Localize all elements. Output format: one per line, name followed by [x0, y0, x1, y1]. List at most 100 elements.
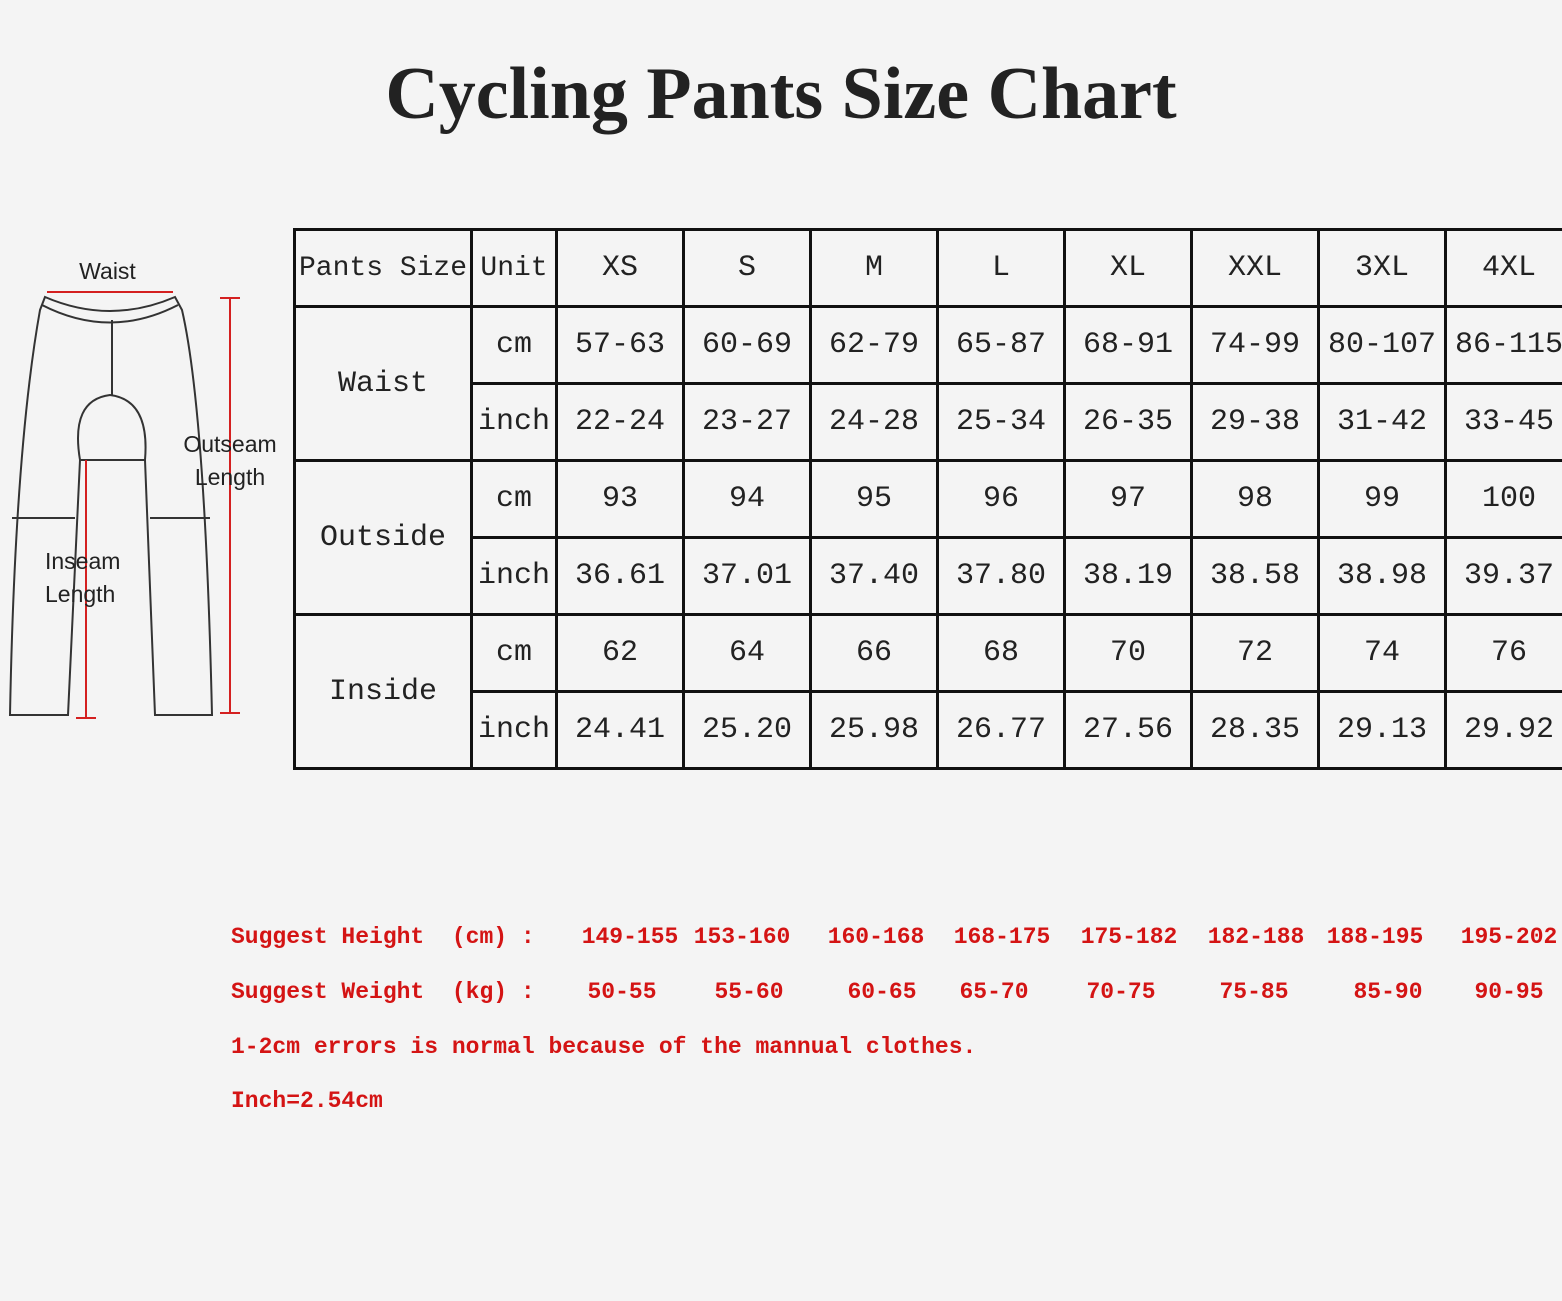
- suggest-value: 182-188: [1207, 924, 1305, 950]
- value-cell: 26.77: [936, 690, 1066, 770]
- data-row: Waist cm 57-63 60-69 62-79 65-87 68-91 74-99 80-…: [293, 305, 1562, 462]
- suggest-value: 175-182: [1080, 924, 1178, 950]
- unit-cell: cm: [470, 305, 558, 385]
- header-cell: XXL: [1190, 228, 1320, 308]
- header-cell: 3XL: [1317, 228, 1447, 308]
- note: 1-2cm errors is normal because of the ma…: [231, 1034, 977, 1060]
- data-row: inch 36.61 37.01 37.40 37.80 38.19 38.58 38.98 3…: [295, 536, 1562, 616]
- data-row: inch 24.41 25.20 25.98 26.77 27.56 28.35 29.13 2…: [295, 690, 1562, 770]
- value-cell: 72: [1190, 613, 1320, 693]
- suggest-label: Suggest Height (cm) :: [231, 924, 535, 950]
- suggest-value: 149-155: [581, 924, 679, 950]
- pants-outline: [8, 295, 214, 716]
- value-cell: 23-27: [682, 382, 812, 462]
- header-cell: L: [936, 228, 1066, 308]
- header-cell: Unit: [470, 228, 558, 308]
- value-cell: 99: [1317, 459, 1447, 539]
- value-cell: 37.40: [809, 536, 939, 616]
- value-cell: 76: [1444, 613, 1562, 693]
- suggest-value: 195-202: [1460, 924, 1558, 950]
- value-cell: 57-63: [555, 305, 685, 385]
- unit-cell: inch: [470, 690, 558, 770]
- value-cell: 95: [809, 459, 939, 539]
- waist-label: Waist: [79, 258, 136, 284]
- value-cell: 37.01: [682, 536, 812, 616]
- value-cell: 62-79: [809, 305, 939, 385]
- header-row: Pants Size Unit XS S M L XL XXL 3XL 4XL: [293, 228, 1562, 308]
- unit-cell: inch: [470, 382, 558, 462]
- suggest-value: 85-90: [1353, 979, 1423, 1005]
- value-cell: 36.61: [555, 536, 685, 616]
- header-cell: XS: [555, 228, 685, 308]
- suggest-value: 153-160: [693, 924, 791, 950]
- value-cell: 28.35: [1190, 690, 1320, 770]
- suggest-value: 60-65: [847, 979, 917, 1005]
- value-cell: 27.56: [1063, 690, 1193, 770]
- value-cell: 100: [1444, 459, 1562, 539]
- value-cell: 31-42: [1317, 382, 1447, 462]
- size-table: Pants Size Unit XS S M L XL XXL 3XL 4XL Waist cm 57-…: [293, 228, 1562, 770]
- value-cell: 26-35: [1063, 382, 1193, 462]
- suggest-label: Suggest Weight (kg) :: [231, 979, 535, 1005]
- value-cell: 68-91: [1063, 305, 1193, 385]
- header-cell: M: [809, 228, 939, 308]
- suggest-value: 188-195: [1326, 924, 1424, 950]
- group-label: Inside: [293, 613, 473, 770]
- suggest-value: 168-175: [953, 924, 1051, 950]
- value-cell: 24-28: [809, 382, 939, 462]
- value-cell: 74-99: [1190, 305, 1320, 385]
- value-cell: 80-107: [1317, 305, 1447, 385]
- suggest-value: 50-55: [587, 979, 657, 1005]
- value-cell: 68: [936, 613, 1066, 693]
- value-cell: 97: [1063, 459, 1193, 539]
- title: Cycling Pants Size Chart: [385, 53, 1177, 135]
- value-cell: 66: [809, 613, 939, 693]
- suggest-value: 70-75: [1086, 979, 1156, 1005]
- suggest-value: 75-85: [1219, 979, 1289, 1005]
- value-cell: 33-45: [1444, 382, 1562, 462]
- value-cell: 64: [682, 613, 812, 693]
- unit-cell: inch: [470, 536, 558, 616]
- suggest-value: 55-60: [714, 979, 784, 1005]
- group-label: Outside: [293, 459, 473, 616]
- header-cell: 4XL: [1444, 228, 1562, 308]
- header-cell: XL: [1063, 228, 1193, 308]
- value-cell: 37.80: [936, 536, 1066, 616]
- value-cell: 38.98: [1317, 536, 1447, 616]
- value-cell: 65-87: [936, 305, 1066, 385]
- value-cell: 62: [555, 613, 685, 693]
- value-cell: 86-115: [1444, 305, 1562, 385]
- value-cell: 39.37: [1444, 536, 1562, 616]
- suggest-value: 65-70: [959, 979, 1029, 1005]
- value-cell: 96: [936, 459, 1066, 539]
- value-cell: 22-24: [555, 382, 685, 462]
- value-cell: 70: [1063, 613, 1193, 693]
- value-cell: 60-69: [682, 305, 812, 385]
- data-row: Outside cm 93 94 95 96 97 98 99 100: [293, 459, 1562, 616]
- value-cell: 29.92: [1444, 690, 1562, 770]
- pants-diagram: [8, 291, 240, 719]
- data-row: inch 22-24 23-27 24-28 25-34 26-35 29-38 31-42 3…: [295, 382, 1562, 462]
- measure-lines: [47, 291, 240, 719]
- value-cell: 24.41: [555, 690, 685, 770]
- suggest-value: 90-95: [1474, 979, 1544, 1005]
- value-cell: 38.58: [1190, 536, 1320, 616]
- value-cell: 25-34: [936, 382, 1066, 462]
- unit-cell: cm: [470, 613, 558, 693]
- inseam-label: Inseam Length: [45, 548, 121, 607]
- value-cell: 98: [1190, 459, 1320, 539]
- data-row: Inside cm 62 64 66 68 70 72 74 76: [293, 613, 1562, 770]
- value-cell: 38.19: [1063, 536, 1193, 616]
- unit-cell: cm: [470, 459, 558, 539]
- outseam-label: Outseam Length: [183, 431, 277, 490]
- value-cell: 25.98: [809, 690, 939, 770]
- value-cell: 94: [682, 459, 812, 539]
- group-label: Waist: [293, 305, 473, 462]
- value-cell: 29.13: [1317, 690, 1447, 770]
- value-cell: 25.20: [682, 690, 812, 770]
- value-cell: 29-38: [1190, 382, 1320, 462]
- note: Inch=2.54cm: [231, 1088, 383, 1114]
- header-cell: Pants Size: [293, 228, 473, 308]
- suggest-value: 160-168: [827, 924, 925, 950]
